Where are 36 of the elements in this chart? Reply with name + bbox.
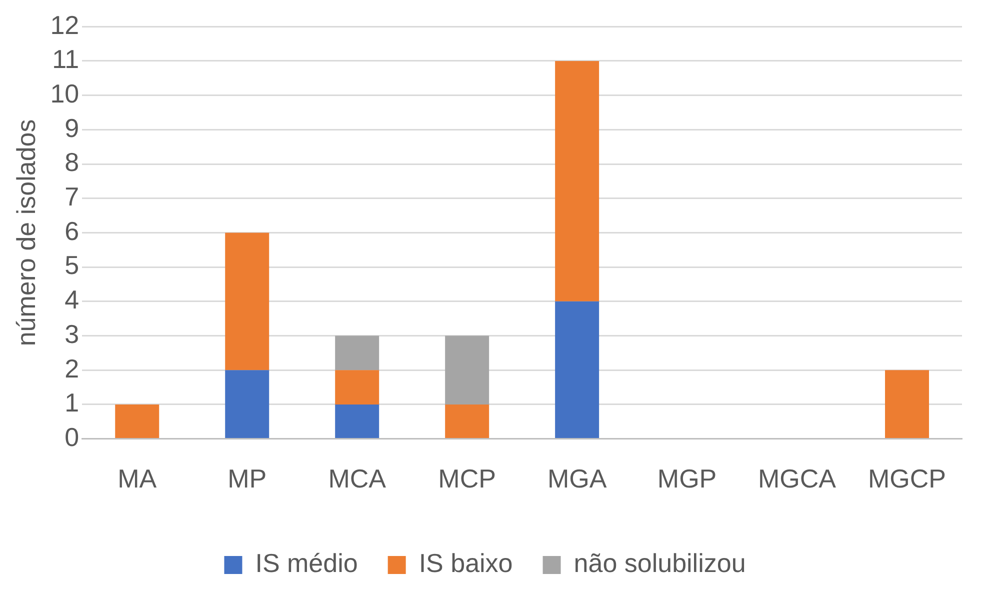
bar bbox=[555, 60, 600, 302]
x-tick-label: MP bbox=[228, 464, 267, 494]
legend-label: IS baixo bbox=[418, 548, 513, 578]
bar bbox=[445, 336, 490, 404]
bar bbox=[885, 370, 930, 438]
x-tick-label: MGA bbox=[547, 464, 608, 494]
x-tick-label: MCP bbox=[438, 464, 496, 494]
y-tick-label: 3 bbox=[64, 318, 80, 349]
y-tick-label: 8 bbox=[64, 147, 80, 178]
x-tick-label: MGP bbox=[657, 464, 717, 494]
legend-label: não solubilizou bbox=[574, 548, 746, 578]
x-tick-label: MGCP bbox=[868, 464, 946, 494]
bar bbox=[115, 404, 160, 438]
y-tick-label: 6 bbox=[64, 216, 80, 246]
bar bbox=[445, 404, 490, 438]
legend-label: IS médio bbox=[255, 548, 358, 578]
bar bbox=[555, 301, 600, 438]
y-tick-label: 11 bbox=[52, 44, 80, 74]
y-tick-label: 7 bbox=[64, 182, 80, 212]
y-tick-label: 1 bbox=[64, 388, 80, 418]
y-tick-label: 5 bbox=[64, 250, 80, 280]
y-tick-label: 0 bbox=[64, 422, 80, 452]
y-axis-title: número de isolados bbox=[10, 119, 41, 346]
y-tick-label: 2 bbox=[64, 353, 80, 384]
y-tick-label: 10 bbox=[50, 78, 80, 108]
bar bbox=[335, 336, 380, 370]
y-tick-label: 4 bbox=[64, 284, 80, 315]
bar bbox=[335, 370, 380, 404]
bar bbox=[225, 232, 270, 370]
y-tick-label: 9 bbox=[64, 112, 80, 143]
bar bbox=[335, 404, 380, 438]
bar bbox=[225, 370, 270, 438]
x-tick-label: MGCA bbox=[758, 464, 837, 494]
y-tick-label: 12 bbox=[50, 10, 80, 40]
x-tick-label: MA bbox=[118, 464, 158, 494]
x-tick-label: MCA bbox=[328, 464, 387, 494]
